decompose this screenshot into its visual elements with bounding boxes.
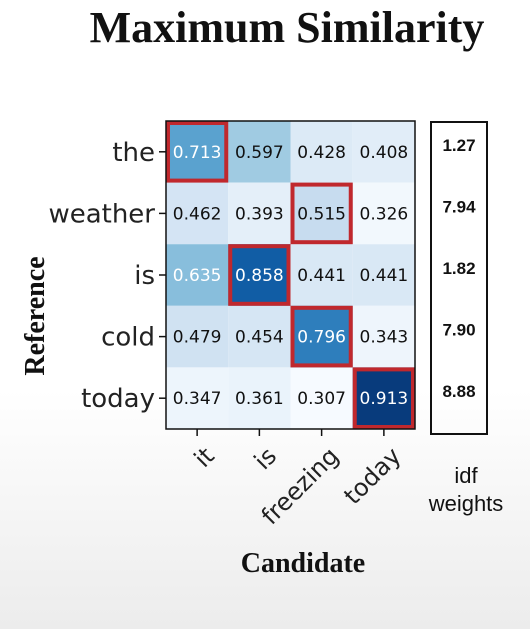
cell-value-label: 0.408 bbox=[360, 143, 409, 163]
cell-value-label: 0.858 bbox=[235, 266, 284, 286]
heatmap-cell bbox=[290, 367, 353, 429]
heatmap-cell bbox=[228, 305, 291, 368]
heatmap-cell bbox=[290, 305, 353, 368]
cell-value-label: 0.479 bbox=[173, 328, 222, 348]
max-highlights bbox=[166, 121, 415, 429]
max-highlight-box bbox=[228, 244, 291, 306]
max-highlight-box bbox=[290, 305, 353, 368]
heatmap-cell bbox=[290, 182, 353, 245]
cell-value-label: 0.361 bbox=[235, 389, 284, 409]
idf-header-line: idf bbox=[454, 463, 478, 488]
y-tick-label: is bbox=[134, 261, 155, 291]
x-tick-label: is bbox=[249, 442, 282, 475]
heatmap-cell bbox=[290, 244, 353, 306]
heatmap-cell bbox=[352, 305, 415, 368]
cell-value-label: 0.428 bbox=[297, 143, 346, 163]
cell-value-label: 0.393 bbox=[235, 204, 284, 224]
cell-value-label: 0.343 bbox=[360, 328, 409, 348]
x-axis-label: Candidate bbox=[240, 548, 366, 579]
heatmap-cell bbox=[166, 182, 229, 245]
heatmap-cell bbox=[228, 182, 291, 245]
heatmap-cell bbox=[352, 367, 415, 429]
x-tick-label: today bbox=[338, 442, 406, 510]
y-axis-ticks: the weather is cold today bbox=[48, 138, 166, 414]
idf-weights-header: idf weights bbox=[421, 462, 511, 518]
idf-weights-values: 1.27 7.94 1.82 7.90 8.88 bbox=[442, 136, 476, 401]
idf-weight-value: 7.94 bbox=[442, 197, 476, 216]
idf-header-line: weights bbox=[428, 491, 504, 516]
cell-value-label: 0.454 bbox=[235, 328, 284, 348]
cell-value-label: 0.635 bbox=[173, 266, 222, 286]
idf-weight-value: 7.90 bbox=[442, 321, 475, 340]
cell-value-label: 0.515 bbox=[297, 204, 346, 224]
heatmap-cell bbox=[352, 121, 415, 183]
cell-value-label: 0.597 bbox=[235, 143, 284, 163]
cell-value-label: 0.462 bbox=[173, 204, 222, 224]
cell-value-label: 0.326 bbox=[360, 204, 409, 224]
heatmap-cells bbox=[166, 121, 415, 429]
heatmap-cell bbox=[228, 244, 291, 306]
heatmap-cell bbox=[166, 244, 229, 306]
heatmap-cell bbox=[166, 367, 229, 429]
max-highlight-box bbox=[166, 121, 229, 183]
idf-weights-box bbox=[430, 121, 488, 435]
idf-weight-value: 8.88 bbox=[442, 382, 475, 401]
cell-value-label: 0.441 bbox=[360, 266, 409, 286]
idf-weight-value: 1.82 bbox=[442, 259, 475, 278]
cell-value-label: 0.307 bbox=[297, 389, 346, 409]
idf-weight-value: 1.27 bbox=[442, 136, 475, 155]
y-tick-label: cold bbox=[101, 323, 155, 353]
heatmap-cell bbox=[166, 305, 229, 368]
heatmap-cell bbox=[228, 367, 291, 429]
y-tick-label: today bbox=[81, 384, 155, 414]
heatmap-cell bbox=[352, 182, 415, 245]
heatmap-cell bbox=[352, 244, 415, 306]
max-highlight-box bbox=[352, 367, 415, 429]
heatmap-value-labels: 0.713 0.597 0.428 0.408 0.462 0.393 0.515 0.326… bbox=[173, 143, 408, 409]
y-tick-label: the bbox=[112, 138, 155, 168]
cell-value-label: 0.441 bbox=[297, 266, 346, 286]
max-highlight-box bbox=[290, 182, 353, 245]
heatmap-cell bbox=[228, 121, 291, 183]
chart-title: Maximum Similarity bbox=[89, 3, 485, 52]
x-tick-label: it bbox=[189, 442, 220, 473]
cell-value-label: 0.713 bbox=[173, 143, 222, 163]
cell-value-label: 0.796 bbox=[297, 328, 346, 348]
cell-value-label: 0.347 bbox=[173, 389, 222, 409]
heatmap-cell bbox=[290, 121, 353, 183]
cell-value-label: 0.913 bbox=[360, 389, 409, 409]
heatmap-cell bbox=[166, 121, 229, 183]
y-tick-label: weather bbox=[48, 199, 155, 229]
